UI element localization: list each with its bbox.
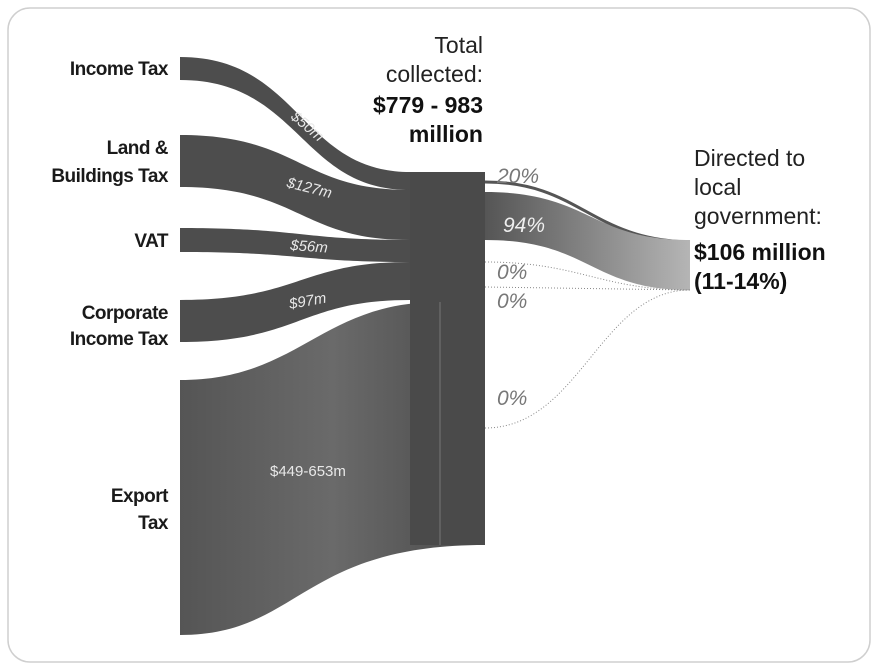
percent-label: 94% — [503, 214, 545, 237]
total-text: Total — [434, 32, 483, 58]
zero-flow — [484, 289, 691, 429]
source-label: Tax — [138, 513, 169, 534]
flow-band — [180, 228, 410, 262]
destination-value: $106 million — [694, 239, 826, 265]
total-node — [410, 172, 485, 545]
source-label: Income Tax — [70, 59, 169, 80]
flow-band — [180, 135, 410, 240]
flow-band — [180, 262, 410, 342]
flow-label: $56m — [289, 237, 329, 257]
destination-text: Directed to — [694, 145, 805, 171]
destination-text: government: — [694, 203, 822, 229]
total-value: million — [409, 121, 483, 147]
percent-label: 20% — [496, 165, 539, 188]
source-label: Land & — [107, 138, 169, 159]
destination-value: (11-14%) — [694, 268, 787, 294]
zero-flow — [484, 286, 691, 291]
frame — [7, 7, 871, 663]
source-label: Income Tax — [70, 329, 169, 350]
percent-label: 0% — [497, 290, 527, 313]
flow-band — [180, 57, 410, 190]
percent-label: 0% — [497, 387, 527, 410]
total-value: $779 - 983 — [373, 92, 483, 118]
flow-band — [180, 302, 485, 635]
percent-label: 0% — [497, 261, 527, 284]
flow-label: $449-653m — [270, 463, 346, 480]
source-label: Export — [111, 486, 169, 507]
destination-text: local — [694, 174, 741, 200]
source-label: Corporate — [82, 303, 168, 324]
zero-flow — [484, 261, 691, 291]
flow-label: $97m — [287, 290, 328, 313]
out-flow — [485, 192, 690, 290]
source-label: VAT — [134, 231, 169, 252]
source-label: Buildings Tax — [51, 166, 169, 187]
total-text: collected: — [386, 61, 483, 87]
